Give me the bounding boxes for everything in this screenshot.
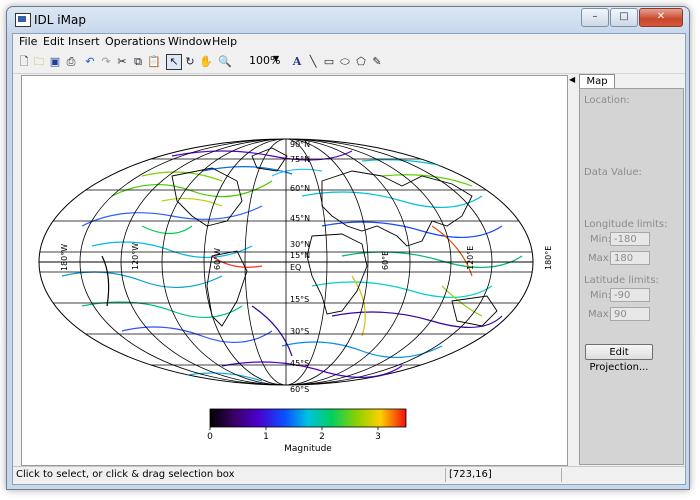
colorbar-tick-1: 1 (263, 432, 269, 442)
maximize-button[interactable]: □ (610, 8, 638, 27)
lat-label-45n: 45°N (290, 214, 310, 223)
status-divider-right (561, 468, 562, 482)
redo-icon[interactable]: ↷ (101, 55, 111, 68)
ellipse-icon[interactable]: ⬭ (340, 55, 350, 68)
open-folder-icon[interactable]: 🗀 (33, 55, 45, 68)
map-svg: 90°N 75°N 60°N 45°N 30°N 15°N EQ 15°S 30… (38, 138, 553, 454)
lat-label-30n: 30°N (290, 240, 310, 249)
lon-label-180e: 180°E (544, 246, 553, 270)
tab-map[interactable]: Map (579, 74, 615, 89)
panel-collapse-icon[interactable]: ◀ (569, 75, 576, 84)
menu-bar: File Edit Insert Operations Window Help (13, 34, 685, 50)
lat-label-60n: 60°N (290, 184, 310, 193)
menu-window[interactable]: Window (168, 35, 212, 48)
lat-label-45s: 45°S (290, 359, 309, 368)
lat-max-field[interactable]: 90 (610, 307, 650, 321)
lat-max-label: Max: (588, 309, 613, 320)
lat-min-label: Min: (590, 290, 612, 301)
lat-label-75n: 75°N (290, 155, 310, 164)
undo-icon[interactable]: ↶ (85, 55, 95, 68)
lat-label-30s: 30°S (290, 327, 309, 336)
data-value-label: Data Value: (584, 167, 642, 178)
zoom-dropdown-icon[interactable]: ▼ (273, 54, 280, 63)
freehand-icon[interactable]: ✎ (372, 55, 382, 68)
toolbar: 🗋 🗀 ▣ ⎙ ↶ ↷ ✂ ⧉ 📋 ↖ ↻ ✋ 🔍 100% ▼ A ╲ ▭ ⬭… (13, 51, 685, 74)
colorbar-title: Magnitude (284, 444, 332, 454)
save-icon[interactable]: ▣ (49, 55, 61, 68)
lat-label-60s: 60°S (290, 385, 309, 394)
lat-label-eq: EQ (290, 263, 301, 272)
cut-icon[interactable]: ✂ (117, 55, 127, 68)
rotate-icon[interactable]: ↻ (185, 55, 195, 68)
status-hint: Click to select, or click & drag selecti… (16, 469, 235, 480)
minimize-button[interactable]: – (581, 8, 609, 27)
wind-vectors (61, 150, 523, 382)
lat-label-15n: 15°N (290, 251, 310, 260)
polygon-icon[interactable]: ⬠ (356, 55, 366, 68)
latitude-limits-label: Latitude limits: (584, 275, 659, 286)
window-title: IDL iMap (34, 13, 86, 27)
lon-label-60e: 60°E (381, 251, 390, 270)
map-properties-panel: Location: Data Value: Longitude limits: … (579, 88, 684, 465)
colorbar-tick-0: 0 (207, 432, 213, 442)
edit-projection-button[interactable]: Edit Projection... (585, 344, 653, 373)
zoom-icon[interactable]: 🔍 (218, 55, 232, 68)
status-divider (445, 468, 446, 482)
client-area: File Edit Insert Operations Window Help … (12, 33, 686, 485)
lon-label-180w: 180°W (60, 244, 69, 271)
menu-operations[interactable]: Operations (105, 35, 166, 48)
pan-hand-icon[interactable]: ✋ (199, 55, 213, 68)
menu-insert[interactable]: Insert (68, 35, 100, 48)
colorbar-tick-2: 2 (319, 432, 325, 442)
map-canvas[interactable]: 90°N 75°N 60°N 45°N 30°N 15°N EQ 15°S 30… (21, 75, 568, 466)
lon-label-60w: 60°W (213, 248, 222, 270)
menu-file[interactable]: File (19, 35, 38, 48)
text-icon[interactable]: A (292, 55, 302, 68)
lon-label-120w: 120°W (131, 243, 140, 270)
lon-min-label: Min: (590, 234, 612, 245)
copy-icon[interactable]: ⧉ (134, 55, 142, 68)
lat-label-15s: 15°S (290, 295, 309, 304)
line-icon[interactable]: ╲ (309, 55, 317, 68)
close-button[interactable]: ✕ (639, 8, 683, 27)
lon-max-label: Max: (588, 253, 613, 264)
lat-min-field[interactable]: -90 (610, 288, 650, 302)
imap-window: IDL iMap – □ ✕ File Edit Insert Operatio… (6, 6, 690, 490)
menu-edit[interactable]: Edit (43, 35, 65, 48)
rectangle-icon[interactable]: ▭ (323, 55, 335, 68)
lon-max-field[interactable]: 180 (610, 251, 650, 265)
app-icon (15, 13, 31, 27)
print-icon[interactable]: ⎙ (66, 55, 76, 68)
status-coordinates: [723,16] (449, 469, 492, 480)
menu-help[interactable]: Help (212, 35, 238, 48)
lat-label-90n: 90°N (290, 140, 310, 149)
map-side-panel: ◀ Map Location: Data Value: Longitude li… (569, 74, 684, 465)
paste-icon[interactable]: 📋 (147, 55, 161, 68)
location-label: Location: (584, 95, 630, 106)
select-arrow-icon[interactable]: ↖ (166, 54, 182, 70)
zoom-combo[interactable]: 100% (249, 54, 281, 67)
longitude-limits-label: Longitude limits: (584, 219, 668, 230)
colorbar (209, 408, 407, 428)
lon-min-field[interactable]: -180 (610, 232, 650, 246)
title-bar: IDL iMap – □ ✕ (7, 7, 689, 33)
lon-label-120e: 120°E (466, 246, 475, 270)
new-file-icon[interactable]: 🗋 (19, 55, 29, 68)
colorbar-tick-3: 3 (375, 432, 381, 442)
status-bar: Click to select, or click & drag selecti… (13, 466, 685, 483)
